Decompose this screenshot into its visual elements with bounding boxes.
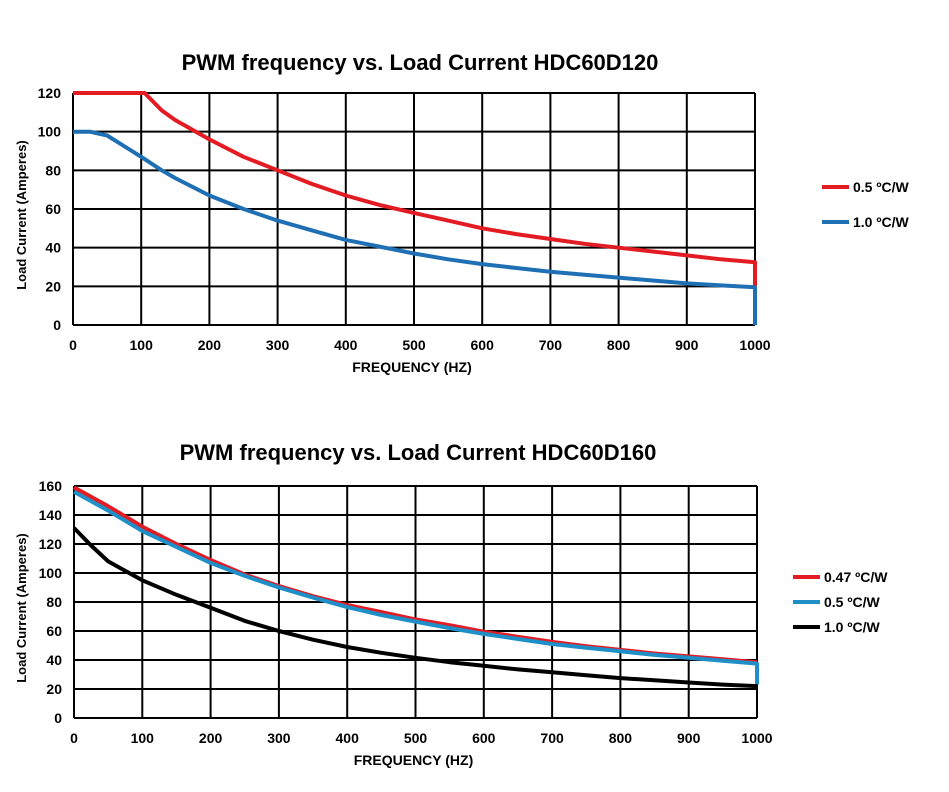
x-tick-label: 200 bbox=[198, 337, 222, 353]
chart-hdc60d120: PWM frequency vs. Load Current HDC60D120… bbox=[14, 50, 909, 375]
y-tick-label: 0 bbox=[54, 710, 62, 726]
x-tick-label: 400 bbox=[336, 730, 360, 746]
series-line-2 bbox=[73, 490, 759, 685]
legend-label: 0.5 ºC/W bbox=[824, 594, 880, 610]
chart-title: PWM frequency vs. Load Current HDC60D120 bbox=[182, 50, 659, 75]
x-tick-label: 700 bbox=[539, 337, 563, 353]
x-tick-label: 100 bbox=[130, 337, 154, 353]
y-tick-label: 100 bbox=[38, 124, 62, 140]
x-tick-label: 400 bbox=[334, 337, 358, 353]
legend-label: 0.5 ºC/W bbox=[853, 179, 909, 195]
y-tick-label: 20 bbox=[45, 278, 61, 294]
series-line-2 bbox=[73, 129, 757, 325]
x-tick-label: 0 bbox=[70, 730, 78, 746]
y-tick-label: 40 bbox=[45, 240, 61, 256]
y-tick-label: 40 bbox=[46, 652, 62, 668]
y-axis-label: Load Current (Amperes) bbox=[14, 140, 29, 290]
y-tick-label: 80 bbox=[45, 162, 61, 178]
legend-label: 1.0 ºC/W bbox=[853, 214, 909, 230]
chart-title: PWM frequency vs. Load Current HDC60D160 bbox=[180, 440, 657, 465]
y-axis-label: Load Current (Amperes) bbox=[14, 533, 29, 683]
y-tick-label: 140 bbox=[39, 507, 63, 523]
y-tick-label: 20 bbox=[46, 681, 62, 697]
x-axis-label: FREQUENCY (HZ) bbox=[354, 752, 474, 768]
x-tick-label: 800 bbox=[607, 337, 631, 353]
x-tick-label: 500 bbox=[404, 730, 428, 746]
x-tick-label: 600 bbox=[471, 337, 495, 353]
series-line-3 bbox=[72, 526, 758, 689]
y-tick-label: 100 bbox=[39, 565, 63, 581]
x-tick-label: 500 bbox=[402, 337, 426, 353]
y-tick-label: 120 bbox=[38, 85, 62, 101]
chart-hdc60d160: PWM frequency vs. Load Current HDC60D160… bbox=[14, 440, 888, 768]
x-tick-label: 200 bbox=[199, 730, 223, 746]
x-axis-label: FREQUENCY (HZ) bbox=[352, 359, 472, 375]
x-tick-label: 700 bbox=[540, 730, 564, 746]
legend-label: 0.47 ºC/W bbox=[824, 569, 888, 585]
x-tick-label: 1000 bbox=[739, 337, 770, 353]
x-tick-label: 100 bbox=[131, 730, 155, 746]
x-tick-label: 900 bbox=[675, 337, 699, 353]
x-tick-label: 900 bbox=[677, 730, 701, 746]
x-tick-label: 600 bbox=[472, 730, 496, 746]
y-tick-label: 60 bbox=[45, 201, 61, 217]
x-tick-label: 0 bbox=[69, 337, 77, 353]
y-tick-label: 160 bbox=[39, 478, 63, 494]
x-tick-label: 300 bbox=[266, 337, 290, 353]
y-tick-label: 120 bbox=[39, 536, 63, 552]
x-tick-label: 300 bbox=[267, 730, 291, 746]
x-tick-label: 800 bbox=[609, 730, 633, 746]
series-line-1 bbox=[73, 91, 757, 287]
x-tick-label: 1000 bbox=[741, 730, 772, 746]
legend-label: 1.0 ºC/W bbox=[824, 619, 880, 635]
y-tick-label: 60 bbox=[46, 623, 62, 639]
y-tick-label: 0 bbox=[53, 317, 61, 333]
y-tick-label: 80 bbox=[46, 594, 62, 610]
